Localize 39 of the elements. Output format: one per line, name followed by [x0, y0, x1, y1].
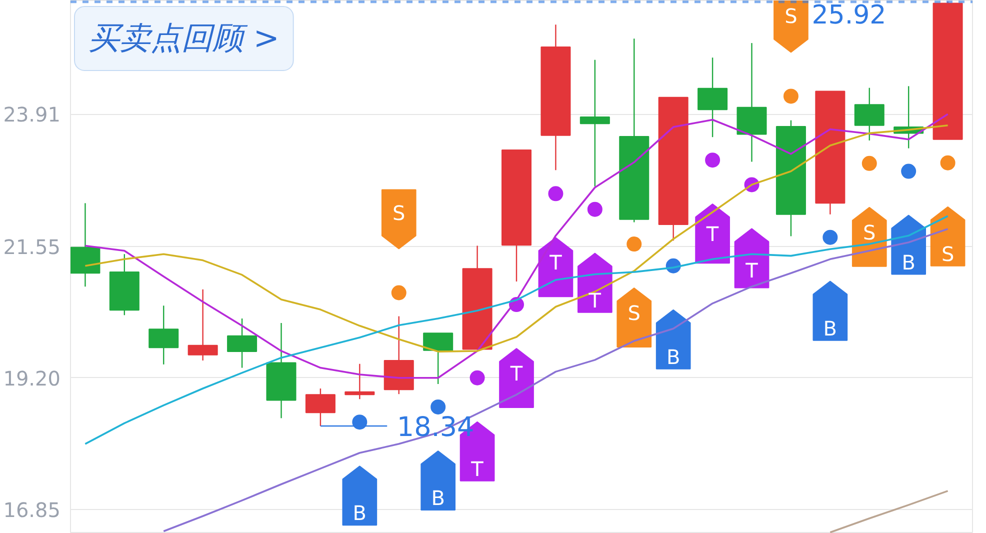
line-series	[829, 490, 949, 533]
y-tick-label: 16.85	[3, 498, 61, 522]
annotation: 买卖点回顾 >	[88, 20, 280, 56]
point	[940, 155, 956, 170]
point	[470, 370, 485, 386]
text: B	[352, 501, 367, 526]
point	[587, 202, 602, 217]
text: T	[471, 456, 484, 481]
point	[783, 88, 798, 104]
candlestick	[344, 363, 375, 400]
text: T	[550, 250, 562, 275]
candlestick	[580, 59, 610, 187]
point	[626, 236, 642, 252]
y-tick-label: 19.20	[3, 366, 61, 390]
candlestick	[188, 288, 218, 362]
point	[705, 152, 720, 168]
text: S	[392, 200, 406, 225]
point	[862, 156, 877, 171]
ref-line-label: 25.92	[812, 0, 886, 31]
point	[391, 285, 406, 300]
text: S	[784, 4, 798, 28]
text: B	[431, 486, 445, 510]
text: B	[666, 344, 680, 369]
series-label: T	[509, 362, 524, 386]
text: T	[706, 222, 719, 246]
text: S	[628, 301, 640, 326]
point	[901, 164, 916, 179]
point	[430, 399, 446, 414]
text: T	[588, 288, 602, 312]
point	[822, 230, 838, 245]
point	[548, 186, 564, 202]
y-tick-label: 23.91	[3, 102, 61, 127]
text: S	[941, 242, 954, 266]
y-tick-label: 21.55	[3, 234, 61, 259]
text: T	[746, 258, 758, 283]
text: S	[863, 220, 876, 244]
text: B	[823, 316, 838, 340]
point	[352, 414, 368, 430]
text: B	[902, 250, 916, 274]
